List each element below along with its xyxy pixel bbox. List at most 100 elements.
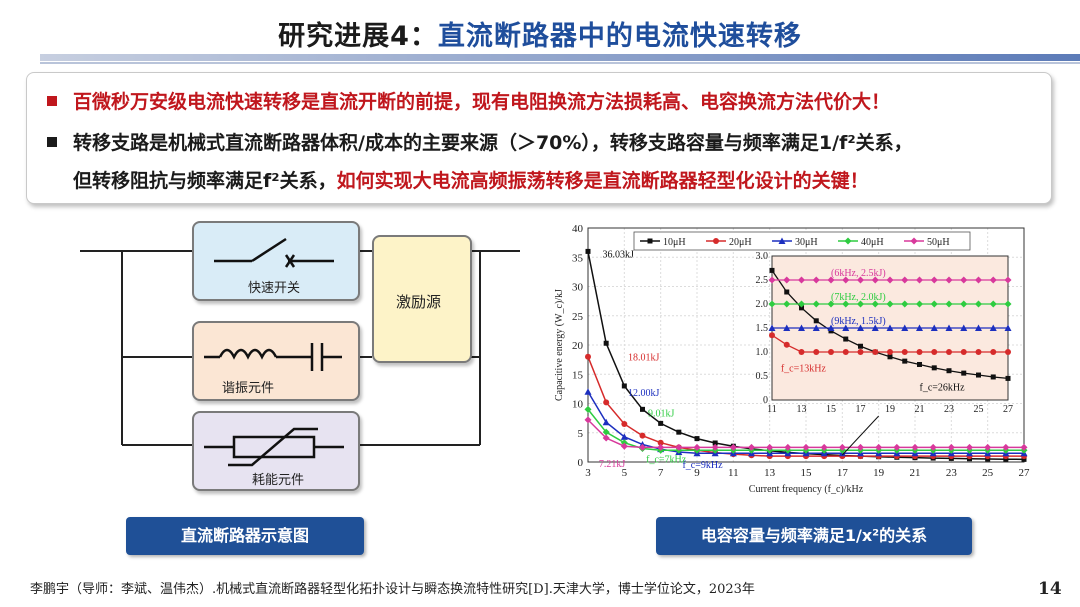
y-tick-label: 30 bbox=[572, 282, 584, 294]
plot-frame bbox=[587, 227, 1025, 463]
data-point bbox=[945, 324, 953, 331]
data-point bbox=[621, 383, 627, 389]
data-point bbox=[1002, 443, 1010, 451]
varistor-icon bbox=[204, 427, 344, 467]
bullet-2-text: 转移支路是机械式直流断路器体积/成本的主要来源（＞70%），转移支路容量与频率满… bbox=[73, 132, 913, 154]
y-tick-label: 5 bbox=[578, 428, 584, 440]
inset-y-tick-label: 2.5 bbox=[756, 275, 769, 286]
data-point bbox=[711, 443, 719, 451]
data-point bbox=[1020, 443, 1028, 451]
bullet-2: 转移支路是机械式直流断路器体积/成本的主要来源（＞70%），转移支路容量与频率满… bbox=[47, 128, 913, 155]
data-point bbox=[603, 340, 609, 346]
x-tick-label: 5 bbox=[622, 467, 628, 479]
bullet-3-black-text: 但转移阻抗与频率满足f²关系， bbox=[73, 170, 337, 192]
data-point bbox=[802, 443, 810, 451]
data-point bbox=[798, 349, 805, 355]
data-point bbox=[584, 416, 592, 424]
bullet-3: 但转移阻抗与频率满足f²关系，如何实现大电流高频振荡转移是直流断路器轻型化设计的… bbox=[73, 166, 869, 193]
data-point bbox=[916, 276, 923, 284]
data-point bbox=[602, 434, 610, 442]
data-point bbox=[976, 372, 981, 378]
excitation-label: 激励源 bbox=[396, 293, 442, 311]
data-point bbox=[930, 276, 938, 284]
data-point bbox=[961, 370, 967, 376]
data-point bbox=[945, 300, 953, 308]
inset-x-tick-label: 25 bbox=[974, 404, 984, 415]
inset-data-label: (6kHz, 2.5kJ) bbox=[831, 268, 886, 279]
data-point bbox=[871, 276, 879, 284]
data-point bbox=[1021, 456, 1027, 462]
x-tick-label: 23 bbox=[946, 467, 958, 479]
y-tick-label: 25 bbox=[572, 311, 584, 323]
energy-absorb-box: 耗能元件 bbox=[192, 411, 360, 491]
data-point bbox=[783, 300, 791, 308]
bullet-marker-black bbox=[47, 137, 57, 147]
inset-data-label: (9kHz, 1.5kJ) bbox=[831, 316, 886, 327]
data-point bbox=[713, 238, 719, 244]
inset-y-tick-label: 0.5 bbox=[756, 371, 769, 382]
x-tick-label: 21 bbox=[910, 467, 921, 479]
data-point bbox=[602, 428, 610, 436]
inset-x-tick-label: 21 bbox=[915, 404, 925, 415]
data-point bbox=[947, 443, 955, 451]
x-tick-label: 9 bbox=[694, 467, 700, 479]
title-underline-thin bbox=[40, 62, 1080, 64]
data-point bbox=[769, 332, 775, 339]
data-point bbox=[693, 443, 701, 451]
data-point bbox=[931, 365, 937, 371]
x-tick-label: 17 bbox=[837, 467, 849, 479]
data-point bbox=[1005, 349, 1011, 355]
data-point bbox=[584, 388, 592, 395]
bullet-1-text: 百微秒万安级电流快速转移是直流开断的前提，现有电阻换流方法损耗高、电容换流方法代… bbox=[73, 91, 891, 113]
x-tick-label: 25 bbox=[982, 467, 994, 479]
data-point bbox=[1003, 456, 1009, 462]
title-underline-bar bbox=[40, 54, 1080, 61]
data-point bbox=[639, 432, 646, 439]
data-point bbox=[769, 267, 775, 273]
data-point bbox=[813, 349, 820, 355]
bullet-marker-red bbox=[47, 96, 57, 106]
data-point bbox=[960, 300, 968, 308]
data-point bbox=[620, 439, 628, 447]
x-axis-label: Current frequency (f_c)/kHz bbox=[749, 484, 864, 495]
data-point bbox=[857, 276, 864, 284]
inset-x-tick-label: 27 bbox=[1003, 404, 1013, 415]
inset-x-tick-label: 19 bbox=[885, 404, 895, 415]
data-point bbox=[748, 443, 755, 451]
data-point bbox=[984, 443, 992, 451]
caption-chart: 电容容量与频率满足1/x²的关系 bbox=[656, 517, 972, 555]
data-label: f_c=9kHz bbox=[682, 460, 723, 471]
data-point bbox=[828, 349, 834, 355]
data-point bbox=[1004, 324, 1012, 331]
data-point bbox=[946, 368, 952, 374]
inset-x-tick-label: 13 bbox=[797, 404, 807, 415]
data-point bbox=[798, 276, 805, 284]
data-point bbox=[887, 354, 893, 360]
data-point bbox=[875, 443, 883, 451]
x-tick-label: 19 bbox=[873, 467, 885, 479]
data-point bbox=[820, 443, 828, 451]
data-point bbox=[1005, 375, 1011, 381]
data-point bbox=[620, 433, 628, 440]
bullet-1: 百微秒万安级电流快速转移是直流开断的前提，现有电阻换流方法损耗高、电容换流方法代… bbox=[47, 87, 890, 114]
data-point bbox=[812, 276, 820, 284]
data-point bbox=[989, 300, 997, 308]
legend-label: 20μH bbox=[729, 237, 752, 248]
data-point bbox=[930, 300, 938, 308]
inset-data-label: (7kHz, 2.0kJ) bbox=[831, 292, 886, 303]
data-point bbox=[639, 443, 646, 451]
data-point bbox=[886, 300, 894, 308]
inset-y-tick-label: 1.5 bbox=[756, 323, 769, 334]
data-point bbox=[945, 276, 953, 284]
energy-absorb-label: 耗能元件 bbox=[252, 473, 305, 488]
data-point bbox=[603, 399, 610, 406]
schematic-wires bbox=[80, 250, 520, 446]
data-point bbox=[620, 442, 628, 450]
reference-citation: 李鹏宇（导师：李斌、温伟杰）.机械式直流断路器轻型化拓扑设计与瞬态换流特性研究[… bbox=[30, 582, 755, 597]
data-point bbox=[842, 276, 850, 284]
y-tick-label: 10 bbox=[572, 399, 584, 411]
data-point bbox=[901, 276, 909, 284]
energy-chart-svg: 3 5 7 9 11 13 15 17 19 21 23 25 270510152025303540Cu… bbox=[554, 223, 1030, 495]
inset-x-tick-label: 23 bbox=[944, 404, 954, 415]
data-point bbox=[694, 436, 700, 442]
